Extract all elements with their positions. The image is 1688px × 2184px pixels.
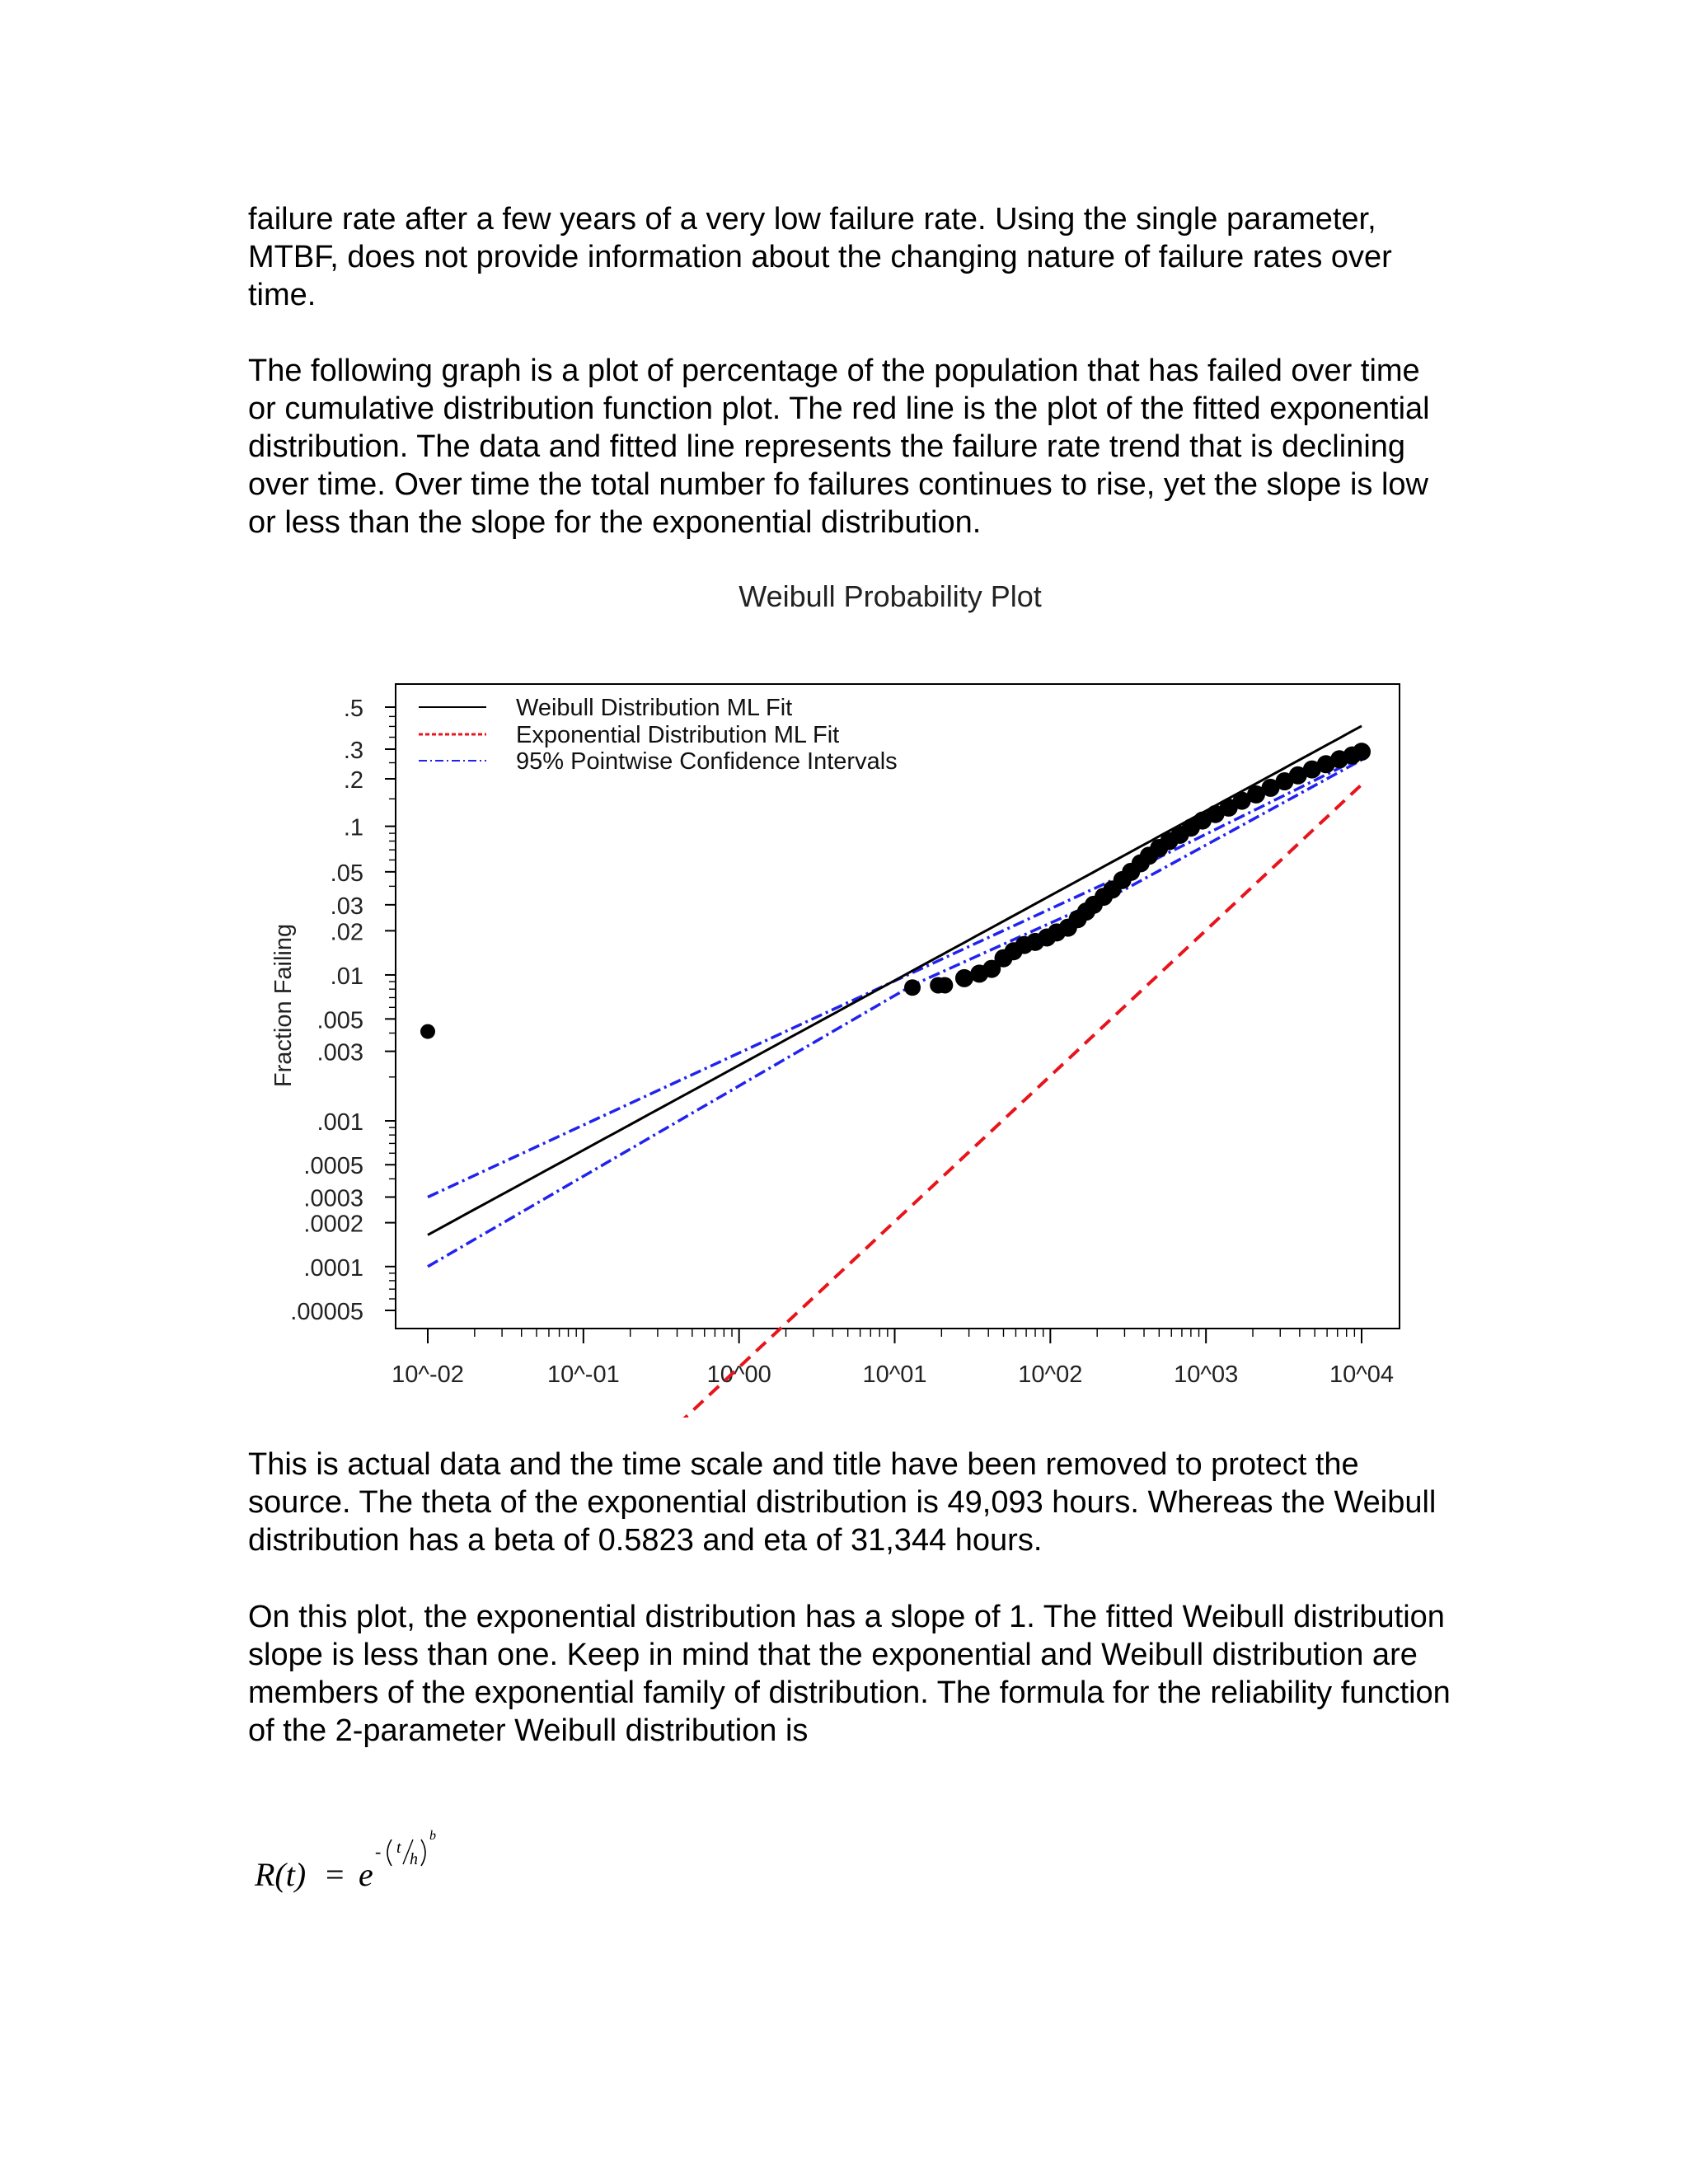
chart-title: Weibull Probability Plot <box>738 579 1042 613</box>
y-tick-label: .01 <box>331 963 363 990</box>
y-tick-label: .2 <box>344 767 363 794</box>
y-tick-label: .0003 <box>303 1185 363 1212</box>
y-tick-label: .0005 <box>303 1153 363 1179</box>
x-tick-label: 10^01 <box>862 1361 926 1388</box>
slope-paragraph: On this plot, the exponential distributi… <box>248 1600 1451 1748</box>
x-tick-label: 10^02 <box>1018 1361 1082 1388</box>
y-tick-label: .0002 <box>303 1212 363 1238</box>
formula-right-paren <box>420 1839 426 1867</box>
x-tick-label: 10^00 <box>707 1361 771 1388</box>
data-point <box>1232 791 1251 810</box>
y-tick-label: .0001 <box>303 1255 363 1282</box>
formula-exp-minus: - <box>375 1841 381 1862</box>
ci-upper-line <box>427 756 1362 1199</box>
formula-lhs: R(t) <box>254 1856 306 1893</box>
y-tick-label: .1 <box>344 815 363 841</box>
fit-lines <box>427 724 1363 1418</box>
axis-ticks: .5 .3 .2 .1 .05 .03.02 .01 .005 .003 .001 .0005 .00… <box>290 696 1394 1388</box>
formula-equals: = <box>326 1856 345 1893</box>
x-tick-label: 10^-02 <box>392 1361 464 1388</box>
data-point <box>1302 760 1321 779</box>
y-tick-label: .3 <box>344 738 363 764</box>
y-tick-label: .02 <box>331 919 363 945</box>
y-tick-label: .005 <box>317 1007 363 1033</box>
exponential-fit-line <box>682 783 1363 1418</box>
data-point <box>1261 778 1280 797</box>
data-point <box>954 968 973 987</box>
data-point <box>1353 743 1371 762</box>
y-tick-label: .003 <box>317 1040 363 1066</box>
y-tick-label: .5 <box>344 696 363 722</box>
y-tick-label: .05 <box>331 860 363 887</box>
y-tick-label: .03 <box>331 893 363 920</box>
data-point <box>936 977 954 994</box>
weibull-fit-line <box>427 724 1362 1236</box>
x-tick-label: 10^-01 <box>547 1361 620 1388</box>
data-point <box>982 959 1001 978</box>
formula-exp-power: b <box>429 1829 436 1843</box>
x-tick-label: 10^04 <box>1329 1361 1394 1388</box>
data-point <box>1247 785 1266 804</box>
legend-label: 95% Pointwise Confidence Intervals <box>516 748 898 775</box>
y-tick-label: .00005 <box>290 1299 363 1325</box>
weibull-probability-chart: Weibull Probability Plot Fraction Failin… <box>270 579 1400 1418</box>
formula-exp-numerator: t <box>396 1839 401 1857</box>
reliability-formula: R(t) = e - t h b <box>254 1829 436 1893</box>
y-axis-label: Fraction Failing <box>270 924 297 1087</box>
graph-description-paragraph: The following graph is a plot of percent… <box>248 354 1430 540</box>
formula-exp-denominator: h <box>410 1850 418 1868</box>
formula-base: e <box>359 1856 373 1893</box>
data-point <box>904 979 921 996</box>
data-points <box>420 743 1371 1039</box>
data-point <box>1288 766 1307 785</box>
plot-frame <box>395 683 1400 1329</box>
ci-lower-line <box>427 758 1362 1268</box>
legend-label: Exponential Distribution ML Fit <box>516 722 839 748</box>
formula-left-paren <box>387 1839 392 1867</box>
data-point <box>420 1024 435 1039</box>
x-tick-label: 10^03 <box>1174 1361 1238 1388</box>
y-tick-label: .001 <box>317 1109 363 1136</box>
data-note-paragraph: This is actual data and the time scale a… <box>248 1447 1437 1558</box>
legend-label: Weibull Distribution ML Fit <box>516 695 792 721</box>
formula-fraction-slash <box>402 1839 414 1865</box>
intro-paragraph: failure rate after a few years of a very… <box>248 202 1392 312</box>
